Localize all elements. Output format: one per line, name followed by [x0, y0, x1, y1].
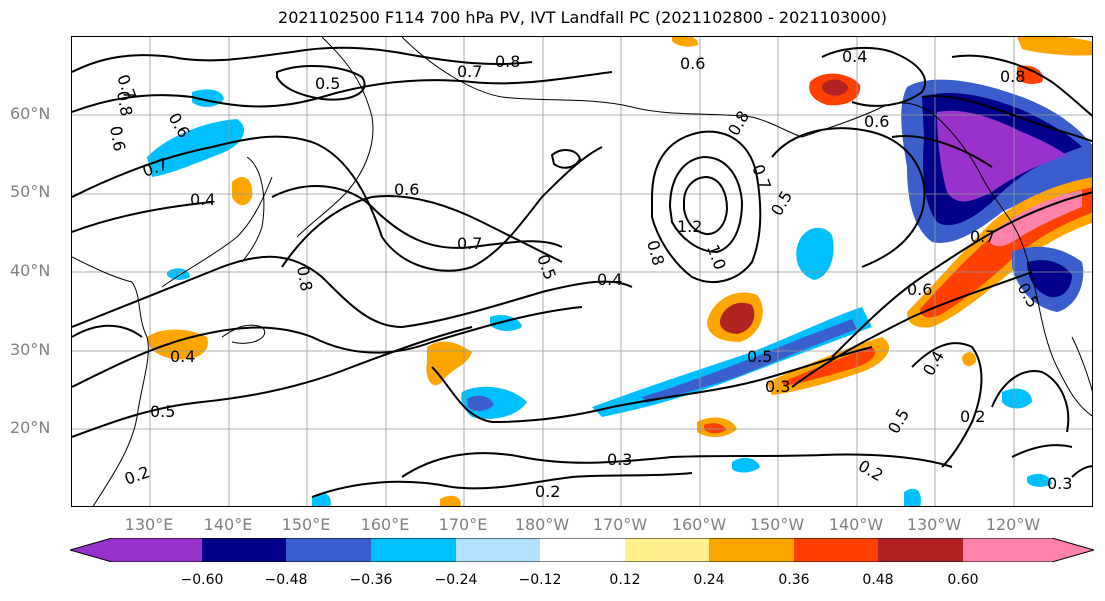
lon-label: 160°W [671, 515, 727, 534]
colorbar-tick: −0.48 [264, 572, 308, 588]
pv-contours [72, 46, 1092, 498]
colorbar-tick: 0.60 [947, 572, 979, 588]
colorbar-segment [202, 538, 286, 562]
contour-label: 0.8 [724, 107, 753, 139]
lon-label: 160°E [360, 515, 410, 534]
contour-label: 0.7 [457, 62, 482, 81]
contour-label: 0.4 [190, 190, 215, 209]
colorbar-segment [70, 538, 202, 562]
lon-label: 130°E [124, 515, 174, 534]
contour-label: 0.6 [864, 112, 889, 131]
lon-label: 180°W [514, 515, 570, 534]
lon-label: 130°W [906, 515, 962, 534]
lon-label: 140°E [203, 515, 253, 534]
colorbar-segment [625, 538, 709, 562]
lon-label: 170°W [592, 515, 648, 534]
contour-label: 0.7 [970, 227, 995, 246]
map-title: 2021102500 F114 700 hPa PV, IVT Landfall… [278, 8, 887, 27]
contour-label: 0.5 [747, 347, 772, 366]
contour-label: 0.3 [607, 450, 632, 469]
negative-band [592, 307, 872, 417]
contour-label: 0.3 [1047, 474, 1072, 493]
contour-label: 0.7 [748, 162, 775, 192]
colorbar-tick: 0.24 [693, 572, 725, 588]
contour-label: 0.6 [106, 124, 129, 152]
contour-label: 0.6 [907, 280, 932, 299]
contour-label: 0.6 [680, 54, 705, 73]
colorbar [70, 538, 1094, 562]
contour-label: 0.7 [457, 234, 482, 253]
map-frame: 0.7 0.8 0.6 0.5 0.7 0.8 0.6 0.4 0.8 0.6 … [71, 36, 1093, 507]
colorbar-tick: 0.36 [778, 572, 810, 588]
colorbar-segment [371, 538, 456, 562]
contour-label: 0.4 [597, 270, 622, 289]
contour-label: 0.5 [533, 252, 560, 282]
colorbar-tick: −0.60 [180, 572, 224, 588]
lon-label: 170°E [438, 515, 488, 534]
contour-label: 0.5 [150, 402, 175, 421]
contour-label: 0.2 [960, 407, 985, 426]
contour-label: 0.6 [394, 180, 419, 199]
colorbar-tick: −0.24 [434, 572, 478, 588]
contour-label: 0.3 [765, 377, 790, 396]
lon-label: 150°W [749, 515, 805, 534]
lat-label: 20°N [10, 418, 51, 437]
colorbar-segment [878, 538, 963, 562]
map-canvas: 0.7 0.8 0.6 0.5 0.7 0.8 0.6 0.4 0.8 0.6 … [72, 37, 1092, 506]
colorbar-tick: 0.12 [609, 572, 641, 588]
colorbar-segment [286, 538, 371, 562]
contour-label: 0.2 [535, 482, 560, 501]
contour-labels: 0.7 0.8 0.6 0.5 0.7 0.8 0.6 0.4 0.8 0.6 … [106, 47, 1072, 501]
colorbar-segment [794, 538, 878, 562]
lon-label: 140°W [828, 515, 884, 534]
contour-label: 0.5 [884, 405, 913, 437]
contour-label: 0.5 [315, 74, 340, 93]
colorbar-tick: −0.36 [349, 572, 393, 588]
contour-label: 0.8 [643, 238, 668, 268]
lat-label: 30°N [10, 340, 51, 359]
contour-label: 0.8 [495, 52, 520, 71]
contour-label: 0.2 [122, 462, 152, 489]
colorbar-tick: 0.48 [862, 572, 894, 588]
colorbar-segment [540, 538, 625, 562]
contour-label: 0.4 [842, 47, 867, 66]
contour-label: 0.8 [293, 264, 316, 292]
lat-label: 40°N [10, 261, 51, 280]
contour-label: 1.2 [677, 217, 702, 236]
lat-label: 60°N [10, 104, 51, 123]
colorbar-segment [456, 538, 540, 562]
contour-label: 0.8 [113, 89, 136, 117]
colorbar-tick: −0.12 [518, 572, 562, 588]
colorbar-segment [709, 538, 794, 562]
contour-label: 0.8 [1000, 67, 1025, 86]
lon-label: 120°W [985, 515, 1041, 534]
contour-label: 0.5 [767, 187, 796, 219]
lon-label: 150°E [281, 515, 331, 534]
coastlines [72, 37, 1092, 506]
contour-label: 0.4 [170, 347, 195, 366]
contour-label: 0.4 [919, 347, 948, 379]
lat-label: 50°N [10, 182, 51, 201]
contour-label: 0.2 [855, 456, 887, 485]
colorbar-segment [963, 538, 1094, 562]
